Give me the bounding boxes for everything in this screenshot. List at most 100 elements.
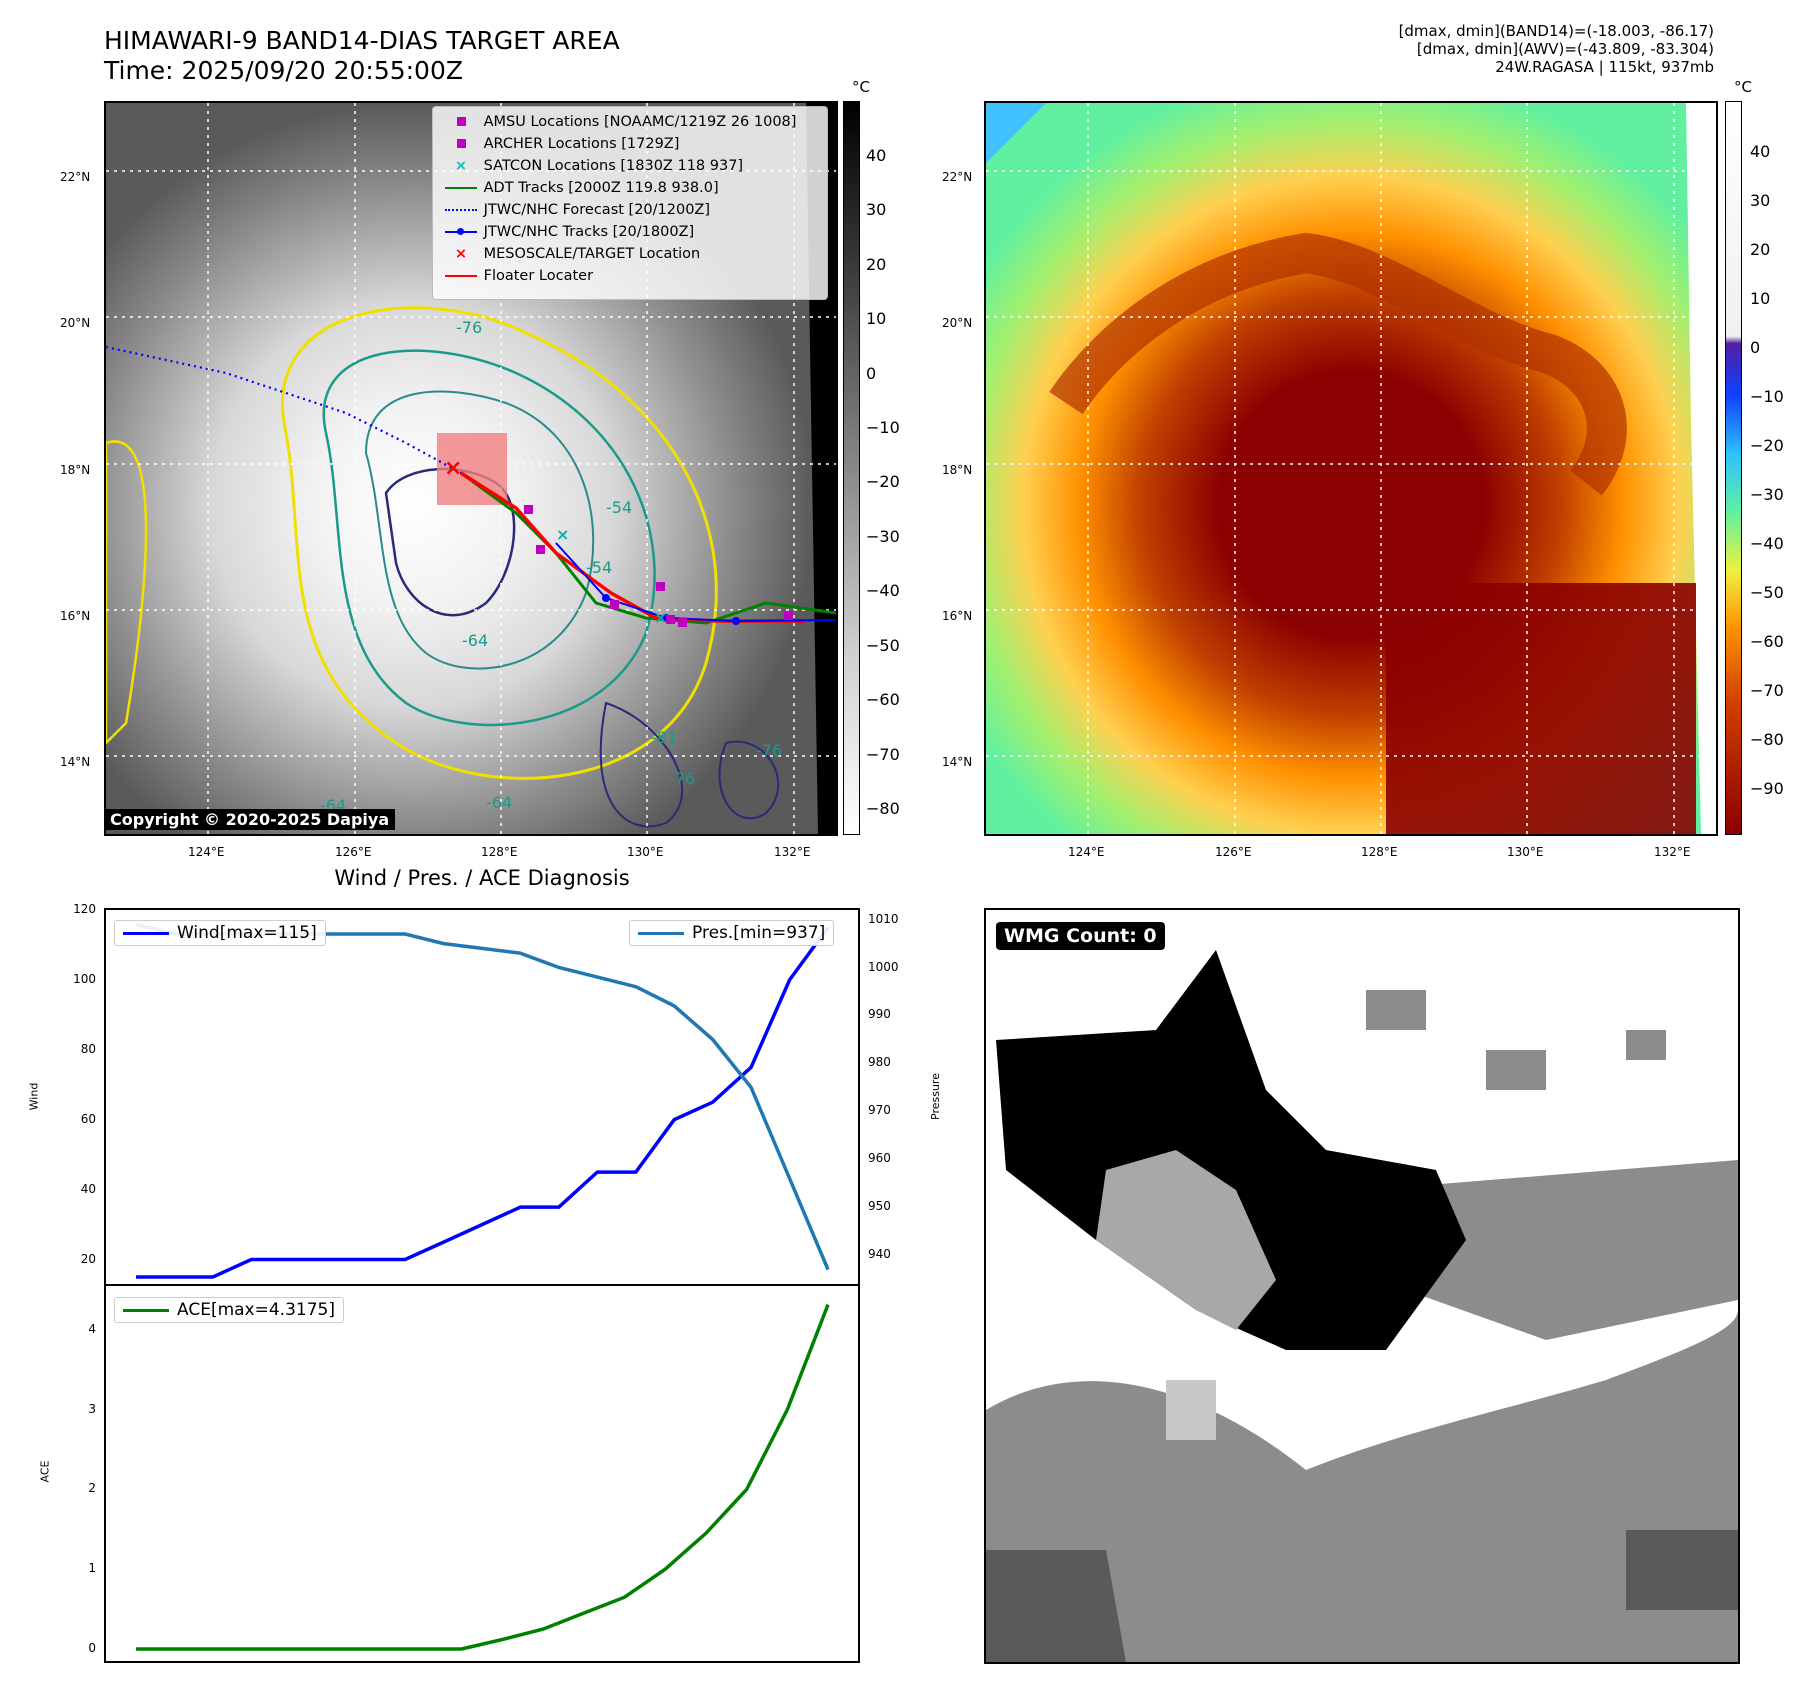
ace-legend-label: ACE[max=4.3175] (177, 1300, 335, 1320)
wind-axis-tick: 40 (80, 1181, 96, 1196)
line-icon (443, 177, 479, 199)
wind-axis-tick: 60 (80, 1111, 96, 1126)
right-cb-tick-40: 40 (1750, 142, 1771, 161)
band14-range: [dmax, dmin](BAND14)=(-18.003, -86.17) (1398, 22, 1714, 40)
right-cb-tick-20: 20 (1750, 240, 1771, 259)
awv-lon-label-132: 132°E (1654, 845, 1691, 859)
left-cb-tick-30: 30 (866, 200, 887, 219)
ace-axis-tick: 0 (88, 1641, 96, 1656)
right-cb-tick-30: 30 (1750, 191, 1771, 210)
pressure-series-line (135, 922, 830, 1271)
right-cb-tick-m30: −30 (1750, 485, 1784, 504)
pressure-axis-tick: 940 (868, 1247, 891, 1262)
wind-legend: Wind[max=115] (114, 920, 326, 946)
left-cb-tick-m30: −30 (866, 527, 900, 546)
right-cb-tick-10: 10 (1750, 289, 1771, 308)
svg-text:-64: -64 (462, 631, 488, 650)
dotted-line-icon (443, 199, 479, 221)
copyright-badge: Copyright © 2020-2025 Dapiya (104, 809, 396, 830)
svg-text:×: × (556, 525, 569, 544)
legend-item-floater: Floater Locater (443, 265, 593, 287)
awv-lon-label-128: 128°E (1361, 845, 1398, 859)
left-cb-tick-40: 40 (866, 146, 887, 165)
svg-text:-76: -76 (756, 741, 782, 760)
lat-label-22: 22°N (60, 170, 91, 184)
right-cb-tick-m80: −80 (1750, 730, 1784, 749)
wind-axis-label: Wind (27, 1082, 41, 1111)
left-cb-tick-10: 10 (866, 309, 887, 328)
left-cb-tick-m10: −10 (866, 418, 900, 437)
right-cb-tick-m10: −10 (1750, 387, 1784, 406)
wind-axis-tick: 100 (73, 971, 96, 986)
chart-title: Wind / Pres. / ACE Diagnosis (334, 866, 630, 890)
map-legend: AMSU Locations [NOAAMC/1219Z 26 1008] AR… (432, 106, 828, 300)
ace-axis-tick: 1 (88, 1561, 96, 1576)
awv-lon-label-126: 126°E (1215, 845, 1252, 859)
awv-map-image (986, 103, 1716, 834)
svg-text:-64: -64 (486, 793, 512, 812)
title-line-1: HIMAWARI-9 BAND14-DIAS TARGET AREA (104, 26, 620, 55)
left-colorbar (843, 101, 860, 835)
pressure-axis-tick: 960 (868, 1151, 891, 1166)
lat-label-16: 16°N (60, 609, 91, 623)
forecast-track (106, 345, 462, 474)
ace-axis-tick: 4 (88, 1321, 96, 1336)
left-cb-tick-m40: −40 (866, 581, 900, 600)
storm-info: 24W.RAGASA | 115kt, 937mb (1495, 58, 1714, 76)
ace-axis-tick: 2 (88, 1481, 96, 1496)
left-cb-tick-m70: −70 (866, 745, 900, 764)
square-marker-icon (443, 111, 479, 133)
lon-label-130: 130°E (627, 845, 664, 859)
line-icon (443, 265, 479, 287)
right-cb-tick-m50: −50 (1750, 583, 1784, 602)
lat-label-20: 20°N (60, 316, 91, 330)
wind-pressure-chart (104, 908, 860, 1286)
lon-label-132: 132°E (774, 845, 811, 859)
awv-lat-label-18: 18°N (942, 463, 973, 477)
figure-title: HIMAWARI-9 BAND14-DIAS TARGET AREA Time:… (104, 26, 620, 86)
legend-item-tracks: JTWC/NHC Tracks [20/1800Z] (443, 221, 694, 243)
legend-item-target: × MESOSCALE/TARGET Location (443, 243, 700, 265)
right-cb-tick-m90: −90 (1750, 779, 1784, 798)
left-cb-tick-m50: −50 (866, 636, 900, 655)
right-cb-tick-m20: −20 (1750, 436, 1784, 455)
pressure-axis-tick: 1010 (868, 911, 899, 926)
pressure-axis-tick: 970 (868, 1103, 891, 1118)
wind-legend-label: Wind[max=115] (177, 923, 317, 943)
awv-map-panel (984, 101, 1718, 836)
line-dot-icon (443, 221, 479, 243)
lon-label-126: 126°E (335, 845, 372, 859)
lon-label-128: 128°E (481, 845, 518, 859)
pressure-axis-tick: 990 (868, 1007, 891, 1022)
awv-lat-label-22: 22°N (942, 170, 973, 184)
left-cb-tick-m20: −20 (866, 472, 900, 491)
legend-item-satcon: × SATCON Locations [1830Z 118 937] (443, 155, 743, 177)
legend-item-amsu: AMSU Locations [NOAAMC/1219Z 26 1008] (443, 111, 796, 133)
legend-item-archer: ARCHER Locations [1729Z] (443, 133, 679, 155)
pressure-legend: Pres.[min=937] (629, 920, 835, 946)
right-cb-tick-m40: −40 (1750, 534, 1784, 553)
awv-lat-label-16: 16°N (942, 609, 973, 623)
ace-legend: ACE[max=4.3175] (114, 1297, 344, 1323)
ace-chart (104, 1284, 860, 1663)
target-x-marker: × (444, 456, 462, 481)
wind-axis-tick: 20 (80, 1251, 96, 1266)
awv-lat-label-20: 20°N (942, 316, 973, 330)
left-cb-tick-m80: −80 (866, 799, 900, 818)
right-colorbar-unit: °C (1734, 78, 1752, 96)
svg-text:×: × (654, 608, 667, 627)
square-marker-icon (443, 133, 479, 155)
pressure-legend-label: Pres.[min=937] (692, 923, 826, 943)
svg-text:-76: -76 (669, 769, 695, 788)
left-cb-tick-m60: −60 (866, 690, 900, 709)
svg-text:-81: -81 (651, 728, 677, 747)
legend-item-forecast: JTWC/NHC Forecast [20/1200Z] (443, 199, 710, 221)
wind-pressure-plot (135, 922, 830, 1279)
right-cb-tick-m70: −70 (1750, 681, 1784, 700)
amsu-markers (524, 505, 793, 627)
awv-lon-label-130: 130°E (1507, 845, 1544, 859)
wmg-panel (984, 908, 1740, 1664)
awv-gridlines (986, 103, 1716, 834)
lon-label-124: 124°E (188, 845, 225, 859)
right-colorbar (1725, 101, 1742, 835)
